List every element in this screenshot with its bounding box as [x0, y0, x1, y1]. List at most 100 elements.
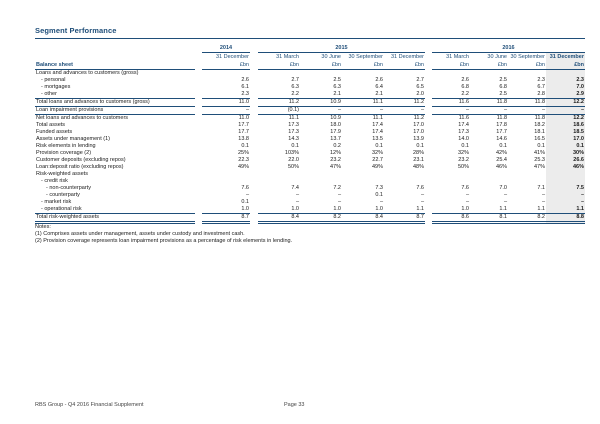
- table-cell: 0.2: [333, 143, 341, 149]
- double-rule: [258, 221, 300, 224]
- column-spacer: [425, 99, 432, 107]
- table-cell: –: [546, 199, 585, 206]
- table-cell: 42%: [495, 150, 507, 156]
- column-spacer: [250, 206, 258, 214]
- column-spacer: [250, 70, 258, 78]
- table-cell: 7.6: [461, 185, 469, 191]
- column-unit: £bn: [546, 61, 585, 70]
- table-cell: 8.1: [470, 213, 508, 222]
- table-cell: 25%: [237, 150, 249, 156]
- table-cell: 16.5: [534, 136, 545, 142]
- table-cell: [342, 70, 384, 78]
- column-spacer: [425, 129, 432, 136]
- column-unit: £bn: [432, 61, 470, 70]
- column-unit: £bn: [258, 61, 300, 70]
- table-cell: –: [432, 106, 470, 115]
- column-spacer: [195, 164, 202, 171]
- table-cell: 2.9: [546, 91, 585, 99]
- table-cell: 17.7: [238, 129, 249, 135]
- table-cell: 17.3: [288, 122, 299, 128]
- column-unit: £bn: [384, 61, 425, 70]
- column-spacer: [250, 150, 258, 157]
- row-label: - operational risk: [41, 206, 82, 212]
- table-cell: 8.4: [258, 213, 300, 222]
- table-cell: 8.8: [546, 213, 585, 222]
- table-cell: –: [337, 199, 341, 205]
- table-row: - personal 2.6 2.7 2.5 2.6 2.7 2.6 2.5 2.3 2.3: [35, 77, 585, 84]
- table-cell: 2.3: [241, 91, 249, 97]
- table-cell: 0.1: [416, 143, 424, 149]
- table-cell: 30%: [546, 150, 585, 157]
- column-date: 30 June: [321, 54, 341, 60]
- table-cell: 1.1: [499, 206, 507, 212]
- table-row: Customer deposits (excluding repos) 22.3 2…: [35, 157, 585, 164]
- table-cell: [508, 178, 546, 185]
- table-cell: 2.7: [291, 77, 299, 83]
- table-cell: 17.3: [458, 129, 469, 135]
- column-date: 31 December: [390, 54, 424, 60]
- column-date: 30 June: [487, 54, 507, 60]
- table-cell: 6.7: [537, 84, 545, 90]
- row-label: Risk-weighted assets: [36, 171, 88, 177]
- table-cell: 2.0: [416, 91, 424, 97]
- column-date: 30 September: [510, 54, 545, 60]
- row-label-header: [35, 53, 195, 62]
- column-spacer: [250, 136, 258, 143]
- table-cell: 1.0: [241, 206, 249, 212]
- table-row: Loan impairment provisions – (0.1) – – – – – – –: [35, 106, 585, 115]
- table-cell: –: [295, 199, 299, 205]
- note-item: (2) Provision coverage represents loan i…: [35, 238, 293, 244]
- table-row: Funded assets 17.7 17.3 17.9 17.4 17.0 17.3 17.…: [35, 129, 585, 136]
- table-section-header: Balance sheet: [35, 61, 195, 70]
- table-cell: 17.4: [458, 122, 469, 128]
- table-cell: 17.0: [413, 122, 424, 128]
- column-spacer: [195, 171, 202, 178]
- table-cell: 6.8: [499, 84, 507, 90]
- row-label: Risk elements in lending: [36, 143, 96, 149]
- table-cell: 2.6: [461, 77, 469, 83]
- table-cell: 50%: [457, 164, 469, 170]
- table-row: Net loans and advances to customers 11.0 1…: [35, 114, 585, 123]
- column-spacer: [425, 214, 432, 222]
- table-cell: 6.3: [291, 84, 299, 90]
- table-cell: 22.0: [288, 157, 299, 163]
- row-label: - market risk: [41, 199, 72, 205]
- column-spacer: [195, 115, 202, 123]
- table-cell: 8.7: [202, 213, 250, 222]
- column-spacer: [195, 199, 202, 206]
- table-cell: 11.1: [372, 115, 383, 121]
- table-cell: –: [384, 106, 425, 115]
- table-row: Loan:deposit ratio (excluding repos) 49% 5…: [35, 164, 585, 171]
- row-label: Total loans and advances to customers (g…: [35, 98, 195, 107]
- table-cell: 25.3: [534, 157, 545, 163]
- row-label: Total assets: [36, 122, 66, 128]
- table-cell: 8.2: [508, 213, 546, 222]
- column-unit: £bn: [342, 61, 384, 70]
- table-row: - other 2.3 2.2 2.1 2.1 2.0 2.2 2.5 2.8 2.9: [35, 91, 585, 99]
- table-cell: 11.2: [258, 98, 300, 107]
- table-cell: 17.3: [288, 129, 299, 135]
- table-cell: 6.4: [375, 84, 383, 90]
- table-cell: 1.0: [291, 206, 299, 212]
- table-row: Total assets 17.7 17.3 18.0 17.4 17.0 17.4 17.8…: [35, 122, 585, 129]
- table-cell: 25.4: [496, 157, 507, 163]
- table-cell: 0.1: [546, 143, 585, 150]
- column-spacer: [425, 185, 432, 192]
- double-rule: [300, 221, 342, 224]
- column-spacer: [250, 129, 258, 136]
- table-cell: –: [202, 106, 250, 115]
- table-cell: 11.1: [342, 98, 384, 107]
- table-cell: 10.9: [330, 115, 341, 121]
- column-spacer: [195, 143, 202, 150]
- table-body: Loans and advances to customers (gross) -…: [35, 69, 585, 224]
- column-unit: £bn: [470, 61, 508, 70]
- table-cell: 11.2: [413, 115, 424, 121]
- table-cell: –: [541, 199, 545, 205]
- double-rule: [202, 221, 250, 224]
- table-cell: 1.1: [416, 206, 424, 212]
- table-cell: 7.1: [537, 185, 545, 191]
- table-cell: 49%: [237, 164, 249, 170]
- table-cell: 47%: [329, 164, 341, 170]
- notes-heading: Notes:: [35, 224, 51, 230]
- table-cell: –: [503, 192, 507, 198]
